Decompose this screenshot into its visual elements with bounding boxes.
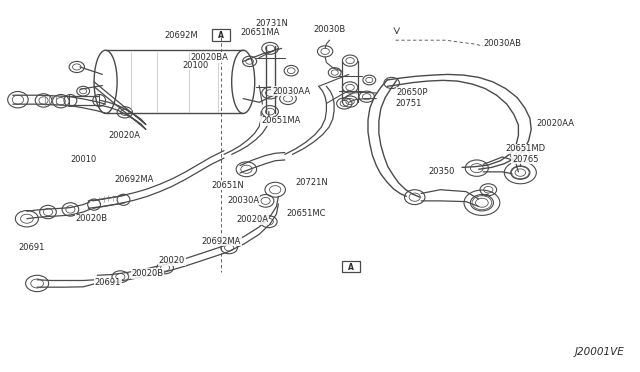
Text: 20692M: 20692M bbox=[164, 31, 198, 40]
Text: 20751: 20751 bbox=[396, 99, 422, 108]
Text: 20651N: 20651N bbox=[211, 181, 244, 190]
Text: 20020AA: 20020AA bbox=[536, 119, 574, 128]
Text: A: A bbox=[218, 31, 224, 40]
Text: 20651MD: 20651MD bbox=[506, 144, 546, 153]
Text: 20650P: 20650P bbox=[397, 88, 428, 97]
Text: 20765: 20765 bbox=[512, 155, 538, 164]
Text: 20691: 20691 bbox=[18, 243, 44, 252]
Text: J20001VE: J20001VE bbox=[574, 347, 624, 357]
Text: 20692MA: 20692MA bbox=[114, 175, 154, 184]
Text: 20651MA: 20651MA bbox=[240, 28, 280, 37]
Text: 20691: 20691 bbox=[95, 278, 121, 287]
Text: 20030A: 20030A bbox=[227, 196, 259, 205]
Text: 20020B: 20020B bbox=[76, 214, 108, 223]
Text: 20030AA: 20030AA bbox=[272, 87, 310, 96]
Text: 20020BA: 20020BA bbox=[191, 53, 228, 62]
Text: 20020A: 20020A bbox=[109, 131, 141, 140]
Text: 20030AB: 20030AB bbox=[483, 39, 521, 48]
Text: 20100: 20100 bbox=[182, 61, 209, 70]
Text: 20020B: 20020B bbox=[131, 269, 163, 278]
Text: 20020: 20020 bbox=[159, 256, 185, 265]
Text: 20010: 20010 bbox=[70, 155, 97, 164]
Text: A: A bbox=[348, 263, 354, 272]
Bar bbox=[212, 29, 230, 41]
Text: 20020A: 20020A bbox=[237, 215, 269, 224]
Text: 20692MA: 20692MA bbox=[202, 237, 241, 246]
Bar bbox=[342, 261, 360, 272]
Text: 20030B: 20030B bbox=[314, 25, 346, 33]
Text: 20721N: 20721N bbox=[296, 178, 328, 187]
Text: 20731N: 20731N bbox=[255, 19, 289, 28]
Text: 20350: 20350 bbox=[429, 167, 455, 176]
Text: 20651MA: 20651MA bbox=[261, 116, 301, 125]
Text: 20651MC: 20651MC bbox=[287, 209, 326, 218]
